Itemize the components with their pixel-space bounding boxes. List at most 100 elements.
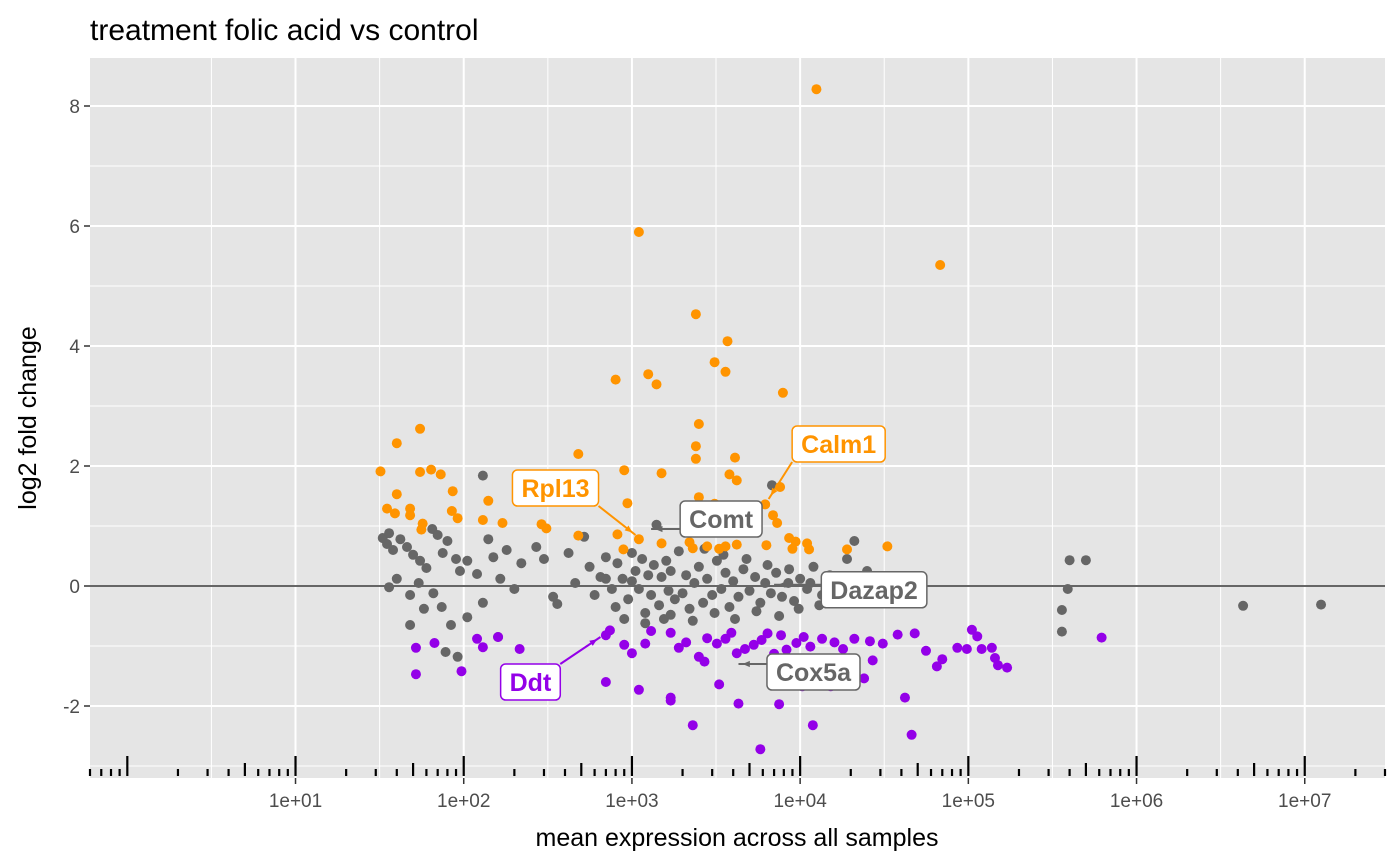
data-point-down (600, 677, 611, 687)
data-point-neutral (606, 584, 617, 594)
data-point-up (687, 543, 698, 554)
data-point-neutral (395, 534, 406, 545)
data-point-neutral (610, 602, 621, 612)
data-point-neutral (501, 545, 512, 555)
data-point-neutral (755, 597, 766, 608)
data-point-neutral (795, 573, 806, 584)
data-point-neutral (733, 591, 744, 602)
data-point-neutral (741, 554, 752, 564)
data-point-down (673, 642, 684, 653)
data-point-neutral (776, 591, 787, 602)
gene-label-text: Ddt (510, 669, 552, 697)
data-point-up (690, 309, 701, 320)
data-point-neutral (617, 573, 628, 584)
data-point-neutral (1064, 555, 1075, 566)
data-point-neutral (665, 609, 676, 620)
data-point-up (435, 469, 446, 480)
data-point-neutral (728, 576, 739, 587)
data-point-up (702, 541, 713, 552)
data-point-down (756, 635, 767, 645)
data-point-neutral (633, 584, 644, 594)
data-point-up (731, 539, 742, 550)
gene-label-box (820, 571, 928, 609)
data-point-down (755, 744, 766, 755)
data-point-neutral (709, 608, 720, 618)
data-point-down (937, 654, 948, 665)
data-point-neutral (563, 548, 574, 558)
data-point-neutral (842, 554, 853, 564)
data-point-down (493, 632, 504, 642)
data-point-down (805, 641, 816, 652)
data-point-neutral (789, 596, 800, 606)
data-point-up (811, 84, 822, 95)
y-axis-title: log2 fold change (14, 326, 42, 509)
data-point-neutral (720, 567, 731, 578)
data-point-neutral (654, 600, 665, 611)
data-point-neutral (784, 564, 795, 575)
data-point-down (838, 644, 849, 654)
data-point-up (690, 441, 701, 452)
x-tick-label: 1e+04 (773, 791, 827, 812)
log-tick-rug (88, 756, 1387, 776)
data-point-down (899, 692, 910, 703)
data-point-neutral (716, 584, 727, 594)
data-point-neutral (452, 651, 463, 662)
data-point-up (720, 366, 731, 377)
gene-label-box (679, 500, 763, 538)
data-point-neutral (589, 590, 600, 600)
data-point-up (426, 464, 437, 475)
data-point-down (798, 632, 809, 642)
data-point-neutral (584, 561, 595, 572)
x-axis-title: mean expression across all samples (536, 824, 939, 852)
data-point-neutral (665, 566, 676, 576)
data-point-down (864, 636, 875, 647)
data-point-up (693, 419, 704, 429)
data-point-down (892, 629, 903, 640)
data-point-up (842, 544, 853, 555)
data-point-neutral (730, 614, 741, 624)
data-point-up (618, 544, 629, 555)
data-point-neutral (687, 615, 698, 626)
x-tick-label: 1e+02 (437, 791, 490, 812)
data-point-down (514, 644, 525, 654)
data-point-up (382, 503, 393, 514)
data-point-down (626, 648, 637, 659)
data-point-neutral (436, 602, 447, 612)
data-point-neutral (408, 549, 419, 560)
data-point-down (920, 645, 931, 656)
data-point-down (665, 695, 676, 706)
x-tick-label: 1e+06 (1110, 791, 1163, 812)
data-point-up (375, 466, 386, 477)
data-point-up (730, 452, 741, 463)
data-point-neutral (623, 594, 634, 605)
data-point-up (656, 468, 667, 479)
data-point-up (541, 523, 552, 534)
data-point-neutral (771, 567, 782, 578)
data-point-neutral (711, 555, 722, 566)
data-point-neutral (651, 519, 662, 530)
data-point-up (612, 529, 623, 540)
data-point-down (791, 638, 802, 648)
data-point-up (389, 508, 400, 519)
data-point-up (777, 387, 788, 398)
data-point-neutral (445, 620, 456, 630)
data-point-up (610, 374, 621, 385)
data-point-neutral (391, 573, 402, 584)
x-tick-label: 1e+01 (269, 791, 322, 812)
data-point-neutral (509, 584, 520, 594)
gene-label-box (766, 653, 861, 691)
data-point-neutral (388, 545, 399, 555)
data-point-neutral (1062, 584, 1073, 594)
gene-label-cox5a: Cox5a (738, 653, 861, 691)
data-point-down (776, 630, 787, 641)
data-point-down (931, 661, 942, 672)
data-point-neutral (637, 554, 648, 564)
data-point-up (619, 465, 630, 476)
data-point-up (882, 541, 893, 552)
data-point-neutral (415, 555, 426, 566)
gene-label-box (499, 663, 562, 701)
data-point-down (952, 642, 963, 653)
y-tick-label: 0 (69, 577, 80, 598)
data-point-neutral (693, 561, 704, 572)
data-point-neutral (440, 647, 451, 657)
